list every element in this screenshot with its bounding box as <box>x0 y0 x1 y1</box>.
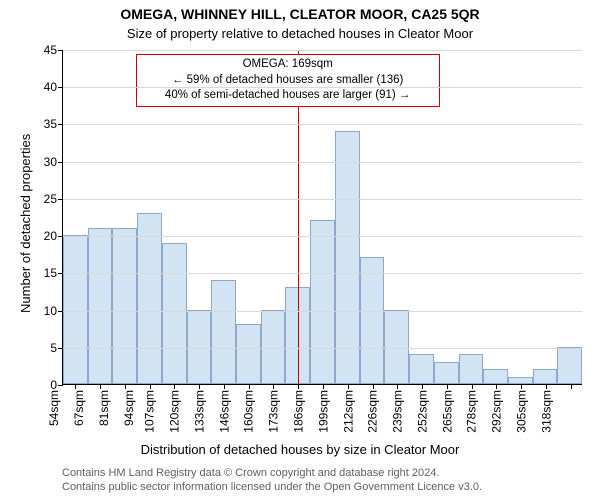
gridline <box>63 348 582 349</box>
gridline <box>63 124 582 125</box>
y-tick-label: 30 <box>44 155 63 169</box>
bar <box>557 347 582 384</box>
x-tick-label: 146sqm <box>217 384 231 433</box>
bar <box>434 362 459 384</box>
x-tick-label: 67sqm <box>72 384 86 426</box>
x-tick-label: 81sqm <box>97 384 111 426</box>
gridline <box>63 273 582 274</box>
chart-title-sub: Size of property relative to detached ho… <box>0 26 600 41</box>
x-tick-label: 107sqm <box>143 384 157 433</box>
attribution-line-1: Contains HM Land Registry data © Crown c… <box>62 466 482 480</box>
gridline <box>63 162 582 163</box>
annotation-box: OMEGA: 169sqm← 59% of detached houses ar… <box>136 54 440 107</box>
x-tick-label: 278sqm <box>465 384 479 433</box>
gridline <box>63 199 582 200</box>
x-tick-label: 186sqm <box>292 384 306 433</box>
x-tick-label: 239sqm <box>391 384 405 433</box>
bar <box>483 369 508 384</box>
y-tick-label: 5 <box>50 341 63 355</box>
x-tick-label: 120sqm <box>168 384 182 433</box>
bar <box>162 243 187 384</box>
x-tick-label: 160sqm <box>242 384 256 433</box>
bar <box>112 228 137 384</box>
gridline <box>63 50 582 51</box>
y-tick-label: 35 <box>44 117 63 131</box>
bar <box>211 280 236 384</box>
gridline <box>63 87 582 88</box>
attribution-text: Contains HM Land Registry data © Crown c… <box>62 466 482 495</box>
x-tick-label: 318sqm <box>539 384 553 433</box>
x-tick-label: 265sqm <box>440 384 454 433</box>
x-tick-label: 226sqm <box>366 384 380 433</box>
bar <box>310 220 335 384</box>
bar <box>137 213 162 384</box>
x-tick-label: 199sqm <box>316 384 330 433</box>
y-tick-label: 40 <box>44 80 63 94</box>
plot-area: OMEGA: 169sqm← 59% of detached houses ar… <box>62 50 582 385</box>
bar <box>459 354 484 384</box>
annotation-line: ← 59% of detached houses are smaller (13… <box>143 73 433 89</box>
y-tick-label: 20 <box>44 229 63 243</box>
x-tick-label: 252sqm <box>415 384 429 433</box>
bar <box>335 131 360 384</box>
x-tick-label: 292sqm <box>490 384 504 433</box>
x-tick-label: 54sqm <box>47 384 61 426</box>
bar <box>236 324 261 384</box>
x-tick-mark <box>571 384 572 389</box>
attribution-line-2: Contains public sector information licen… <box>62 480 482 494</box>
bar <box>88 228 113 384</box>
chart-title-main: OMEGA, WHINNEY HILL, CLEATOR MOOR, CA25 … <box>0 6 600 22</box>
y-tick-label: 45 <box>44 43 63 57</box>
annotation-line: 40% of semi-detached houses are larger (… <box>143 88 433 104</box>
gridline <box>63 236 582 237</box>
y-tick-label: 15 <box>44 266 63 280</box>
y-axis-label: Number of detached properties <box>18 133 33 312</box>
x-tick-label: 212sqm <box>341 384 355 433</box>
gridline <box>63 311 582 312</box>
x-tick-label: 94sqm <box>122 384 136 426</box>
x-tick-label: 133sqm <box>193 384 207 433</box>
property-size-chart: OMEGA, WHINNEY HILL, CLEATOR MOOR, CA25 … <box>0 0 600 500</box>
bar <box>508 377 533 384</box>
bar <box>360 257 385 384</box>
y-tick-label: 25 <box>44 192 63 206</box>
y-tick-label: 10 <box>44 304 63 318</box>
x-tick-label: 173sqm <box>267 384 281 433</box>
bar <box>409 354 434 384</box>
x-tick-label: 305sqm <box>514 384 528 433</box>
x-axis-label: Distribution of detached houses by size … <box>0 442 600 457</box>
annotation-line: OMEGA: 169sqm <box>143 57 433 73</box>
bar <box>533 369 558 384</box>
